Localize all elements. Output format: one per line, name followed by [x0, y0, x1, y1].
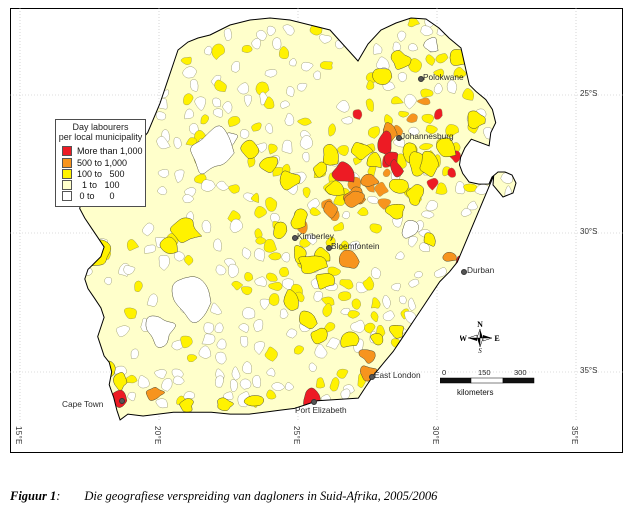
- svg-text:N: N: [477, 320, 483, 329]
- svg-text:W: W: [460, 334, 467, 343]
- svg-text:E: E: [494, 334, 499, 343]
- svg-text:S: S: [478, 347, 482, 355]
